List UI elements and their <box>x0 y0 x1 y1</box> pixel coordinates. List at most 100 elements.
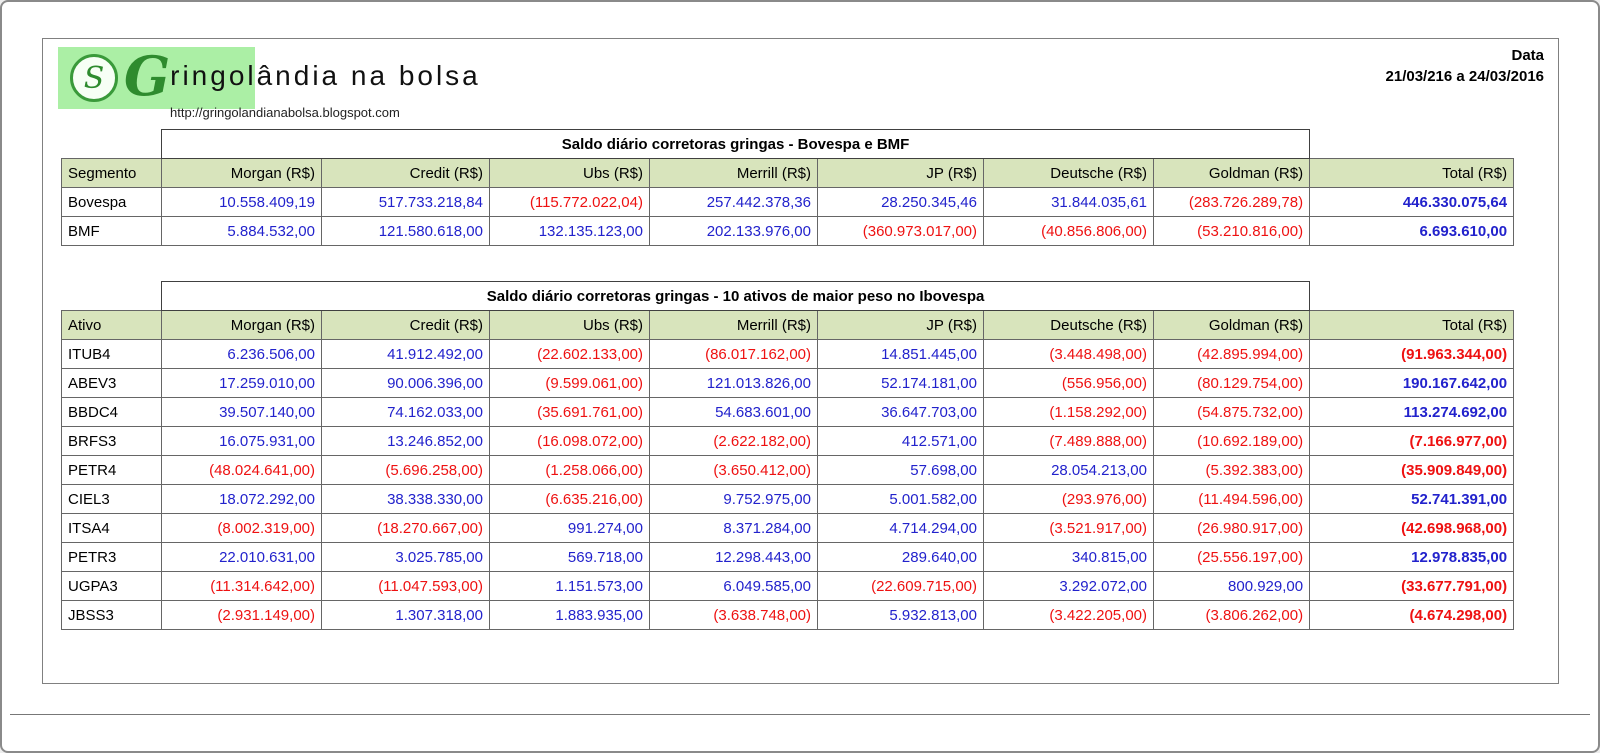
value-cell: (54.875.732,00) <box>1152 397 1311 427</box>
table-row: UGPA3 (11.314.642,00) (11.047.593,00) 1.151… <box>61 571 1515 601</box>
total-cell: 113.274.692,00 <box>1309 397 1515 427</box>
value-cell: (86.017.162,00) <box>649 339 818 369</box>
value-cell: 6.049.585,00 <box>649 571 818 601</box>
value-cell: (3.448.498,00) <box>983 339 1154 369</box>
column-header: Ubs (R$) <box>489 310 650 340</box>
column-header: Morgan (R$) <box>161 310 322 340</box>
column-header: Deutsche (R$) <box>983 158 1154 188</box>
value-cell: 28.054.213,00 <box>983 455 1154 485</box>
value-cell: 5.932.813,00 <box>817 600 984 630</box>
table-top10-ibovespa: Saldo diário corretoras gringas - 10 ati… <box>61 281 1515 630</box>
value-cell: (283.726.289,78) <box>1152 187 1311 217</box>
value-cell: 90.006.396,00 <box>321 368 490 398</box>
value-cell: (5.392.383,00) <box>1152 455 1311 485</box>
total-cell: (7.166.977,00) <box>1309 426 1515 456</box>
value-cell: (115.772.022,04) <box>489 187 650 217</box>
value-cell: (6.635.216,00) <box>489 484 650 514</box>
value-cell: 38.338.330,00 <box>321 484 490 514</box>
spacer-cell <box>1310 282 1514 311</box>
row-label: ABEV3 <box>61 368 162 398</box>
table-row: JBSS3 (2.931.149,00) 1.307.318,00 1.883.935… <box>61 600 1515 630</box>
table-row: ABEV3 17.259.010,00 90.006.396,00 (9.599.06… <box>61 368 1515 398</box>
table-title-row: Saldo diário corretoras gringas - 10 ati… <box>62 281 1514 311</box>
value-cell: 121.580.618,00 <box>321 216 490 246</box>
total-cell: (35.909.849,00) <box>1309 455 1515 485</box>
value-cell: 54.683.601,00 <box>649 397 818 427</box>
value-cell: (11.494.596,00) <box>1152 484 1311 514</box>
table-row: ITSA4 (8.002.319,00) (18.270.667,00) 991.27… <box>61 513 1515 543</box>
row-label: BBDC4 <box>61 397 162 427</box>
total-cell: 190.167.642,00 <box>1309 368 1515 398</box>
value-cell: (16.098.072,00) <box>489 426 650 456</box>
report-table: Saldo diário corretoras gringas - Bovesp… <box>61 129 1515 246</box>
table-bovespa-bmf: Saldo diário corretoras gringas - Bovesp… <box>61 129 1515 246</box>
value-cell: 18.072.292,00 <box>161 484 322 514</box>
spacer-cell <box>62 130 162 159</box>
header-row: Segmento Morgan (R$) Credit (R$) Ubs (R$) Me… <box>61 158 1515 188</box>
row-label: ITUB4 <box>61 339 162 369</box>
value-cell: 517.733.218,84 <box>321 187 490 217</box>
monogram-s-icon: S <box>70 54 118 102</box>
value-cell: (1.158.292,00) <box>983 397 1154 427</box>
header-row: Ativo Morgan (R$) Credit (R$) Ubs (R$) Merri… <box>61 310 1515 340</box>
value-cell: (35.691.761,00) <box>489 397 650 427</box>
column-header: Ubs (R$) <box>489 158 650 188</box>
value-cell: (10.692.189,00) <box>1152 426 1311 456</box>
table-row: Bovespa 10.558.409,19 517.733.218,84 (115.7… <box>61 187 1515 217</box>
value-cell: 1.307.318,00 <box>321 600 490 630</box>
value-cell: 5.001.582,00 <box>817 484 984 514</box>
total-cell: 12.978.835,00 <box>1309 542 1515 572</box>
table-row: BBDC4 39.507.140,00 74.162.033,00 (35.691.7… <box>61 397 1515 427</box>
row-label: BRFS3 <box>61 426 162 456</box>
value-cell: 52.174.181,00 <box>817 368 984 398</box>
total-cell: 446.330.075,64 <box>1309 187 1515 217</box>
date-value: 21/03/216 a 24/03/2016 <box>1385 68 1544 85</box>
value-cell: 800.929,00 <box>1152 571 1311 601</box>
total-cell: 52.741.391,00 <box>1309 484 1515 514</box>
row-label: CIEL3 <box>61 484 162 514</box>
value-cell: 28.250.345,46 <box>817 187 984 217</box>
row-label: PETR4 <box>61 455 162 485</box>
value-cell: 6.236.506,00 <box>161 339 322 369</box>
brand-rest: ringolândia na bolsa <box>170 60 481 91</box>
value-cell: (22.602.133,00) <box>489 339 650 369</box>
value-cell: 17.259.010,00 <box>161 368 322 398</box>
value-cell: (48.024.641,00) <box>161 455 322 485</box>
value-cell: 10.558.409,19 <box>161 187 322 217</box>
value-cell: (9.599.061,00) <box>489 368 650 398</box>
value-cell: (53.210.816,00) <box>1152 216 1311 246</box>
value-cell: 36.647.703,00 <box>817 397 984 427</box>
column-header: Morgan (R$) <box>161 158 322 188</box>
value-cell: 5.884.532,00 <box>161 216 322 246</box>
table-row: PETR3 22.010.631,00 3.025.785,00 569.718,00… <box>61 542 1515 572</box>
total-cell: (4.674.298,00) <box>1309 600 1515 630</box>
column-header: Deutsche (R$) <box>983 310 1154 340</box>
report-table: Saldo diário corretoras gringas - 10 ati… <box>61 281 1515 630</box>
value-cell: 39.507.140,00 <box>161 397 322 427</box>
value-cell: (1.258.066,00) <box>489 455 650 485</box>
value-cell: 74.162.033,00 <box>321 397 490 427</box>
page-divider <box>10 714 1590 715</box>
table-row: CIEL3 18.072.292,00 38.338.330,00 (6.635.21… <box>61 484 1515 514</box>
value-cell: 41.912.492,00 <box>321 339 490 369</box>
spacer-cell <box>1310 130 1514 159</box>
value-cell: 257.442.378,36 <box>649 187 818 217</box>
column-header: JP (R$) <box>817 310 984 340</box>
value-cell: 202.133.976,00 <box>649 216 818 246</box>
column-header: JP (R$) <box>817 158 984 188</box>
row-label: ITSA4 <box>61 513 162 543</box>
site-url[interactable]: http://gringolandianabolsa.blogspot.com <box>170 105 400 120</box>
value-cell: 1.883.935,00 <box>489 600 650 630</box>
value-cell: (3.422.205,00) <box>983 600 1154 630</box>
value-cell: (360.973.017,00) <box>817 216 984 246</box>
value-cell: 569.718,00 <box>489 542 650 572</box>
value-cell: 8.371.284,00 <box>649 513 818 543</box>
row-header: Segmento <box>61 158 162 188</box>
value-cell: (80.129.754,00) <box>1152 368 1311 398</box>
value-cell: (25.556.197,00) <box>1152 542 1311 572</box>
value-cell: 132.135.123,00 <box>489 216 650 246</box>
column-header: Goldman (R$) <box>1152 310 1311 340</box>
column-header: Total (R$) <box>1309 310 1515 340</box>
total-cell: (33.677.791,00) <box>1309 571 1515 601</box>
value-cell: 13.246.852,00 <box>321 426 490 456</box>
